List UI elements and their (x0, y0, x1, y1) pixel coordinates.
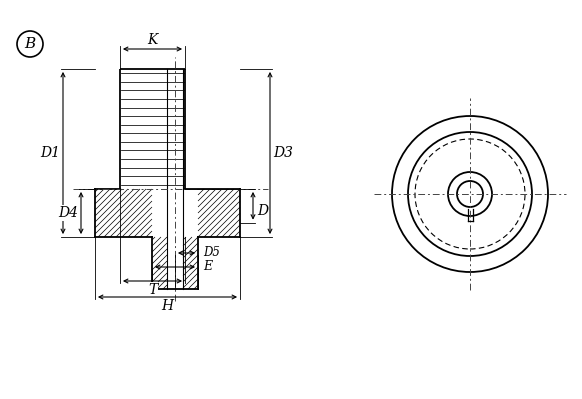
Text: D5: D5 (204, 247, 221, 259)
Text: D: D (257, 204, 268, 218)
Text: K: K (147, 33, 158, 47)
Text: B: B (24, 37, 36, 51)
Text: E: E (204, 261, 212, 273)
Text: D3: D3 (273, 146, 293, 160)
Text: D1: D1 (40, 146, 60, 160)
Text: H: H (161, 299, 173, 313)
Text: T: T (148, 283, 157, 297)
Text: D4: D4 (58, 206, 78, 220)
